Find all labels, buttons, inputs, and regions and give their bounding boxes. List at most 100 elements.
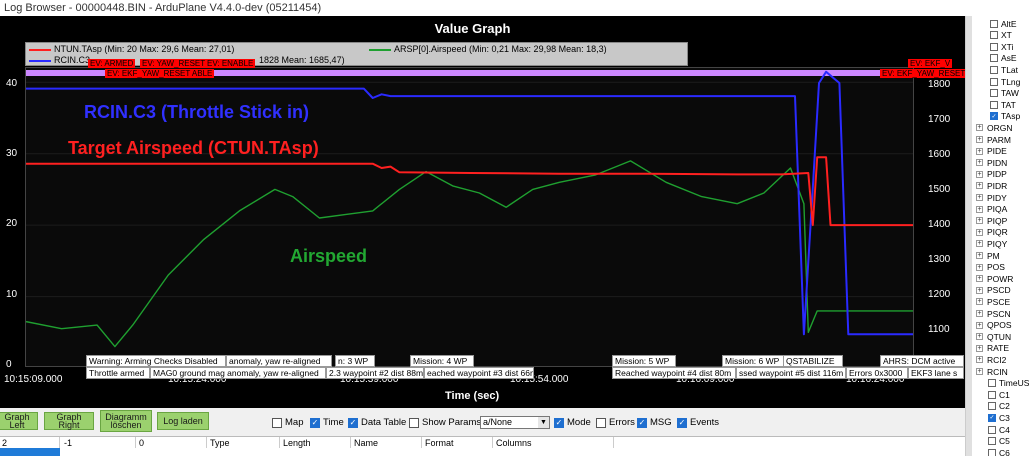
checkbox-box[interactable] [988,448,996,456]
checkbox-box[interactable] [990,89,998,98]
tree-group-item[interactable]: + PIDN [976,157,1007,168]
expand-icon[interactable]: + [976,182,983,190]
expand-icon[interactable]: + [976,194,983,201]
load-log-button[interactable]: Log laden [157,412,209,430]
tree-group-item[interactable]: + PIDP [976,169,1007,180]
checkbox-box[interactable] [990,77,998,86]
checkbox-box[interactable] [990,65,998,74]
map-checkbox[interactable]: Map [272,417,303,428]
checkbox-box[interactable] [990,19,998,28]
expand-icon[interactable]: + [976,147,983,155]
tree-group-item[interactable]: + PIQA [976,204,1007,215]
expand-icon[interactable]: + [976,368,983,375]
tree-group-item[interactable]: + PSCN [976,308,1011,319]
checkbox-box[interactable] [988,390,996,399]
tree-checkbox-item[interactable]: XT [990,30,1012,41]
expand-icon[interactable]: + [976,286,983,294]
tree-group-item[interactable]: + PIQY [976,238,1007,249]
data-table-checkbox[interactable]: ✓ Data Table [348,417,406,428]
tree-group-item[interactable]: + PIDR [976,180,1007,191]
checkbox-box[interactable] [988,402,996,411]
tree-checkbox-item[interactable]: C1 [988,389,1010,400]
graph-left-button[interactable]: Graph Left [0,412,38,430]
expand-icon[interactable]: + [976,321,983,329]
tree-group-item[interactable]: + POS [976,262,1005,273]
checkbox-box[interactable] [990,100,998,109]
tree-checkbox-item[interactable]: TLat [990,64,1018,75]
tree-checkbox-item[interactable]: TLng [990,76,1020,87]
expand-icon[interactable]: + [976,356,983,364]
expand-icon[interactable]: + [976,298,983,306]
msg-checkbox[interactable]: ✓ MSG [637,417,672,428]
tree-group-item[interactable]: + PIQR [976,227,1008,238]
tree-group-item[interactable]: + PIQP [976,215,1007,226]
tree-group-item[interactable]: + RCI2 [976,354,1006,365]
expand-icon[interactable]: + [976,136,983,143]
plot-area[interactable] [25,67,914,367]
table-column-header[interactable]: 2 [0,437,60,449]
checkbox-box[interactable] [990,42,998,51]
expand-icon[interactable]: + [976,240,983,248]
check-icon[interactable]: ✓ [988,413,996,422]
expand-icon[interactable]: + [976,344,983,352]
tree-group-item[interactable]: + RATE [976,343,1009,354]
table-column-header[interactable]: Type [208,437,280,449]
tree-checkbox-item[interactable]: TimeUS [988,378,1029,389]
tree-checkbox-item[interactable]: C2 [988,401,1010,412]
clear-diagram-button[interactable]: Diagramm löschen [100,410,152,432]
checkbox-box[interactable] [988,437,996,446]
tree-checkbox-item[interactable]: C4 [988,424,1010,435]
tree-group-item[interactable]: + QPOS [976,320,1012,331]
tree-group-item[interactable]: + POWR [976,273,1013,284]
tree-group-item[interactable]: + PSCD [976,285,1011,296]
checkbox-box[interactable] [990,54,998,63]
tree-group-item[interactable]: + PARM [976,134,1011,145]
tree-checkbox-item[interactable]: TAW [990,88,1019,99]
tree-checkbox-item[interactable]: TAT [990,99,1016,110]
checkbox-box[interactable] [990,31,998,40]
tree-group-item[interactable]: + PIDE [976,146,1007,157]
check-icon[interactable]: ✓ [990,112,998,121]
expand-icon[interactable]: + [976,263,983,271]
tree-group-item[interactable]: + ORGN [976,122,1013,133]
table-column-header[interactable]: -1 [62,437,136,449]
expand-icon[interactable]: + [976,252,983,259]
tree-checkbox-item[interactable]: XTi [990,41,1013,52]
message-filter-select[interactable]: a/None ▼ [480,416,550,429]
expand-icon[interactable]: + [976,159,983,167]
expand-icon[interactable]: + [976,170,983,178]
table-column-header[interactable]: Length [281,437,351,449]
mode-checkbox[interactable]: ✓ Mode [554,417,591,428]
expand-icon[interactable]: + [976,310,983,317]
expand-icon[interactable]: + [976,228,983,236]
tree-group-item[interactable]: + PM [976,250,1000,261]
events-checkbox[interactable]: ✓ Events [677,417,719,428]
tree-checkbox-item[interactable]: ✓ C3 [988,412,1010,423]
table-column-header[interactable]: 0 [137,437,207,449]
expand-icon[interactable]: + [976,217,983,225]
tree-group-item[interactable]: + PSCE [976,296,1010,307]
table-row[interactable] [0,448,965,456]
chevron-down-icon[interactable]: ▼ [538,417,549,428]
errors-checkbox[interactable]: Errors [596,417,635,428]
table-column-header[interactable]: Format [423,437,493,449]
checkbox-box[interactable] [988,425,996,434]
table-column-header[interactable]: Columns [494,437,614,449]
tree-scrollbar[interactable] [966,16,972,456]
expand-icon[interactable]: + [976,275,983,283]
expand-icon[interactable]: + [976,124,983,132]
tree-group-item[interactable]: + RCIN [976,366,1008,377]
tree-group-item[interactable]: + PIDY [976,192,1007,203]
checkbox-box[interactable] [988,379,996,388]
tree-group-item[interactable]: + QTUN [976,331,1011,342]
time-checkbox[interactable]: ✓ Time [310,417,344,428]
tree-checkbox-item[interactable]: ✓ TAsp [990,111,1020,122]
table-column-header[interactable]: Name [352,437,422,449]
selected-row-cell[interactable] [0,448,60,456]
expand-icon[interactable]: + [976,333,983,341]
expand-icon[interactable]: + [976,205,983,213]
tree-checkbox-item[interactable]: AsE [990,53,1017,64]
tree-checkbox-item[interactable]: C5 [988,436,1010,447]
value-graph[interactable]: Value Graph NTUN.TAsp (Min: 20 Max: 29,6… [0,16,968,408]
show-params-checkbox[interactable]: Show Params [409,417,481,428]
